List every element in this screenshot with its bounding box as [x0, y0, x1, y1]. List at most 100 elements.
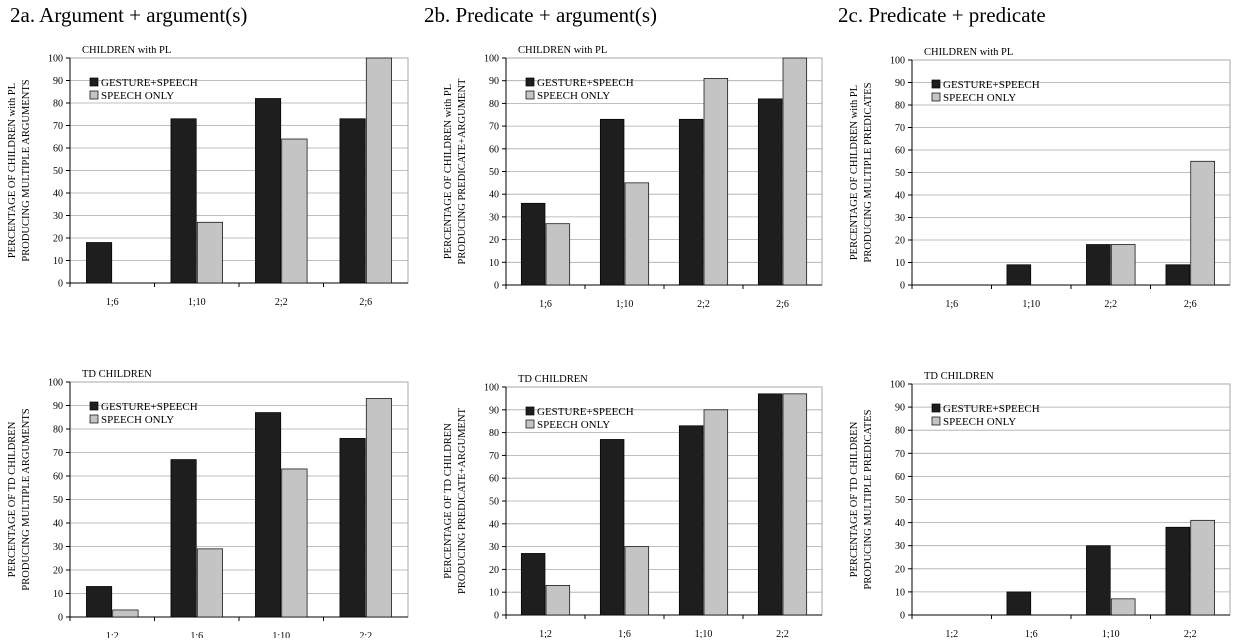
chart-pl-predicate-argument: 0 10 20 30 40 50 60 70 80 90 100 1;6 1;10 2;2 2;6 CHILD… — [443, 45, 823, 310]
bar-speech-only — [1110, 244, 1136, 286]
heading-2c: 2c. Predicate + predicate — [838, 3, 1046, 27]
y-tick-label: 70 — [489, 122, 499, 133]
y-tick-label: 10 — [53, 589, 63, 600]
y-tick-label: 70 — [489, 451, 499, 462]
y-tick-label: 80 — [53, 425, 63, 436]
y-tick-label: 30 — [895, 213, 905, 224]
chart-title: TD CHILDREN — [924, 371, 994, 382]
y-tick-label: 90 — [489, 76, 499, 87]
y-axis-label: PRODUCING MULTIPLE PREDICATES — [863, 82, 874, 262]
y-tick-label: 60 — [895, 146, 905, 157]
legend-swatch-gesture-speech — [931, 79, 941, 89]
x-tick-label: 2;6 — [776, 299, 789, 310]
bar-gesture-speech — [599, 118, 625, 286]
y-tick-label: 30 — [489, 542, 499, 553]
y-tick-label: 30 — [895, 541, 905, 552]
chart-pl-multiple-predicates: 0 10 20 30 40 50 60 70 80 90 100 1;6 1;10 2;2 2;6 CHILD… — [849, 47, 1231, 310]
y-tick-label: 70 — [53, 448, 63, 459]
x-tick-label: 2;6 — [1184, 299, 1197, 310]
chart-title: TD CHILDREN — [82, 369, 152, 380]
y-tick-label: 60 — [489, 474, 499, 485]
y-tick-label: 90 — [53, 76, 63, 87]
bar-speech-only — [545, 585, 571, 616]
legend-swatch-gesture-speech — [525, 406, 535, 416]
y-tick-label: 100 — [890, 380, 905, 391]
bar-speech-only — [703, 409, 729, 616]
y-tick-label: 60 — [489, 144, 499, 155]
x-tick-label: 1;6 — [539, 299, 552, 310]
x-tick-label: 1;2 — [539, 629, 552, 638]
legend-label: SPEECH ONLY — [101, 414, 174, 426]
bar-speech-only — [112, 609, 139, 618]
y-tick-label: 10 — [489, 588, 499, 599]
bar-gesture-speech — [1165, 264, 1191, 286]
chart-td-multiple-arguments: 0 10 20 30 40 50 60 70 80 90 100 1;2 1;6 1;10 2;2 TD CH… — [7, 369, 409, 638]
legend-label: GESTURE+SPEECH — [537, 77, 634, 89]
chart-td-predicate-argument: 0 10 20 30 40 50 60 70 80 90 100 1;2 1;6 1;10 2;2 TD CH… — [443, 374, 823, 638]
y-tick-label: 0 — [58, 279, 63, 290]
y-tick-label: 90 — [895, 403, 905, 414]
bar-gesture-speech — [339, 118, 366, 284]
legend-swatch-speech-only — [89, 414, 99, 424]
y-axis-label: PRODUCING PREDICATE+ARGUMENT — [457, 78, 468, 264]
x-tick-label: 1;10 — [1102, 629, 1120, 638]
x-tick-label: 1;2 — [106, 631, 119, 638]
bar-gesture-speech — [678, 118, 704, 286]
y-axis-label: PERCENTAGE OF TD CHILDREN — [849, 421, 860, 577]
bar-gesture-speech — [520, 202, 546, 286]
bar-gesture-speech — [1006, 591, 1032, 616]
y-tick-label: 50 — [53, 495, 63, 506]
legend-swatch-speech-only — [89, 90, 99, 100]
y-tick-label: 20 — [489, 235, 499, 246]
legend-swatch-speech-only — [931, 92, 941, 102]
legend-label: GESTURE+SPEECH — [101, 401, 198, 413]
bar-gesture-speech — [757, 393, 783, 616]
legend-swatch-speech-only — [525, 90, 535, 100]
bar-speech-only — [281, 468, 308, 618]
y-axis-label: PERCENTAGE OF CHILDREN with PL — [7, 83, 18, 258]
x-tick-label: 2;2 — [359, 631, 372, 638]
y-tick-label: 40 — [489, 519, 499, 530]
bar-speech-only — [1190, 519, 1215, 616]
y-tick-label: 50 — [53, 166, 63, 177]
chart-td-multiple-predicates: 0 10 20 30 40 50 60 70 80 90 100 1;2 1;6 1;10 2;2 TD CH… — [849, 371, 1231, 638]
x-tick-label: 1;2 — [945, 629, 958, 638]
bar-speech-only — [782, 393, 808, 616]
chart-title: CHILDREN with PL — [82, 45, 171, 56]
y-tick-label: 40 — [489, 190, 499, 201]
y-tick-label: 30 — [53, 211, 63, 222]
bar-speech-only — [703, 78, 729, 286]
bar-gesture-speech — [757, 98, 783, 286]
y-axis-label: PERCENTAGE OF CHILDREN with PL — [443, 84, 454, 259]
chart-title: CHILDREN with PL — [924, 47, 1013, 58]
y-tick-label: 100 — [484, 383, 499, 394]
y-tick-label: 70 — [895, 123, 905, 134]
bar-gesture-speech — [678, 425, 704, 616]
heading-2a: 2a. Argument + argument(s) — [10, 3, 248, 27]
y-tick-label: 50 — [489, 167, 499, 178]
x-tick-label: 1;6 — [106, 297, 119, 308]
bar-speech-only — [545, 223, 571, 286]
x-tick-label: 1;10 — [1022, 299, 1040, 310]
legend-label: SPEECH ONLY — [537, 419, 610, 431]
y-tick-label: 90 — [489, 405, 499, 416]
y-tick-label: 40 — [895, 518, 905, 529]
legend-label: GESTURE+SPEECH — [943, 403, 1040, 415]
legend-label: SPEECH ONLY — [537, 90, 610, 102]
y-axis-label: PRODUCING MULTIPLE ARGUMENTS — [21, 408, 32, 590]
legend-swatch-speech-only — [931, 416, 941, 426]
legend-swatch-gesture-speech — [931, 403, 941, 413]
y-tick-label: 80 — [895, 426, 905, 437]
y-tick-label: 50 — [895, 495, 905, 506]
bar-gesture-speech — [255, 98, 282, 284]
bar-gesture-speech — [86, 586, 113, 618]
legend-label: SPEECH ONLY — [943, 92, 1016, 104]
y-tick-label: 60 — [53, 144, 63, 155]
legend-swatch-gesture-speech — [525, 77, 535, 87]
y-tick-label: 100 — [48, 54, 63, 65]
bar-speech-only — [782, 57, 808, 286]
bar-gesture-speech — [1006, 264, 1032, 286]
bar-speech-only — [196, 548, 223, 618]
bar-gesture-speech — [1086, 244, 1111, 286]
legend-label: GESTURE+SPEECH — [101, 77, 198, 89]
